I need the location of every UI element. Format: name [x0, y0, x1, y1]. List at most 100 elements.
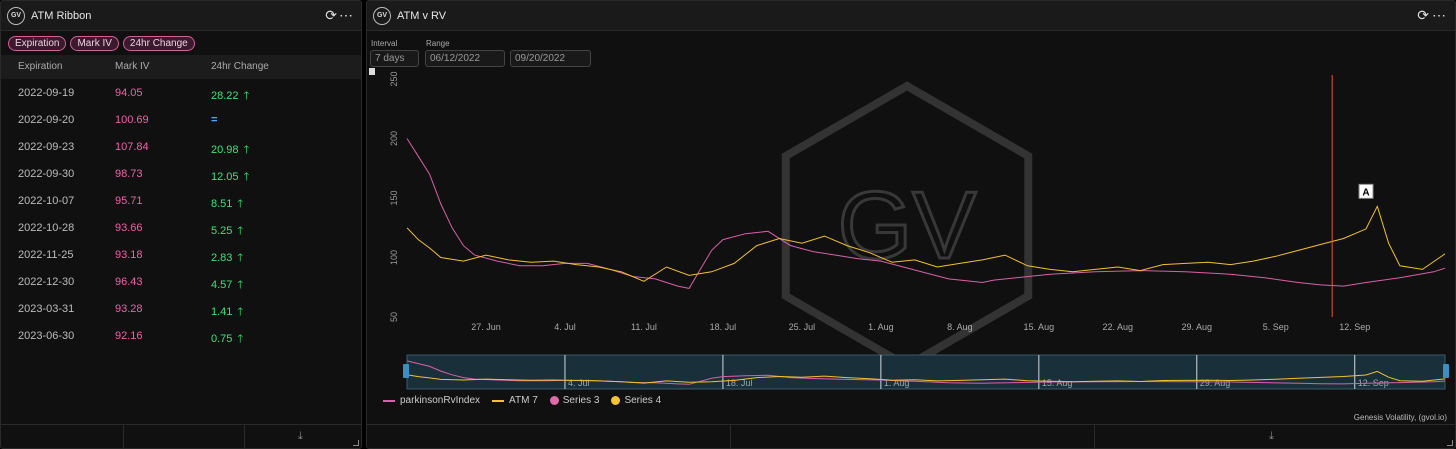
series-line[interactable] — [406, 204, 1446, 282]
table-row[interactable]: 2022-09-20 100.69 = — [1, 108, 361, 135]
table-row[interactable]: 2022-09-23 107.84 20.98 🡑 — [1, 135, 361, 162]
range-label: Range — [426, 39, 450, 48]
chip-expiration[interactable]: Expiration — [8, 36, 67, 51]
legend-line-marker — [383, 399, 395, 402]
table-row[interactable]: 2022-10-28 93.66 5.25 🡑 — [1, 216, 361, 243]
y-tick-label: 250 — [389, 71, 399, 86]
legend-line-marker — [492, 399, 505, 402]
more-icon[interactable]: ⋯ — [339, 7, 353, 23]
column-header-mark-iv[interactable]: Mark IV — [115, 61, 150, 72]
change-cell: = — [211, 114, 217, 126]
more-icon[interactable]: ⋯ — [1432, 7, 1446, 23]
table-row[interactable]: 2022-12-30 96.43 4.57 🡑 — [1, 270, 361, 297]
expiration-cell: 2022-09-23 — [18, 141, 75, 153]
change-value: 4.57 — [211, 279, 233, 291]
resize-handle-icon[interactable] — [1447, 440, 1453, 446]
watermark-text: GV — [838, 172, 977, 279]
table-row[interactable]: 2022-09-30 98.73 12.05 🡑 — [1, 162, 361, 189]
legend-label: ATM 7 — [509, 395, 538, 406]
change-cell: 5.25 🡑 — [211, 222, 243, 241]
navigator-handle-right[interactable] — [1443, 364, 1449, 378]
x-tick-label: 15. Aug — [1024, 322, 1055, 332]
chip-mark-iv[interactable]: Mark IV — [70, 36, 119, 51]
download-icon[interactable]: ⤓ — [298, 430, 303, 442]
x-tick-label: 5. Sep — [1263, 322, 1289, 332]
zoom-reset-icon[interactable] — [369, 68, 375, 75]
legend-item[interactable]: Series 3 — [549, 395, 599, 406]
y-tick-label: 50 — [389, 312, 399, 322]
expiration-cell: 2022-10-28 — [18, 222, 75, 234]
expiration-cell: 2022-09-30 — [18, 168, 75, 180]
y-tick-label: 100 — [389, 250, 399, 265]
refresh-icon[interactable]: ⟳ — [325, 7, 337, 23]
legend-item[interactable]: ATM 7 — [492, 395, 538, 406]
mark-iv-cell: 98.73 — [115, 168, 143, 180]
atm-v-rv-chart[interactable]: GV 50 100 150 200 250 27. Jun 4. Jul 11. Jul 18… — [367, 1, 1456, 391]
download-icon[interactable]: ⤓ — [1269, 430, 1274, 442]
change-value: 5.25 — [211, 225, 233, 237]
legend-item[interactable]: parkinsonRvIndex — [383, 395, 480, 406]
x-tick-label: 11. Jul — [631, 322, 657, 332]
refresh-icon[interactable]: ⟳ — [1417, 7, 1429, 23]
navigator-handle-left[interactable] — [403, 364, 409, 378]
arrow-up-icon: 🡑 — [237, 279, 244, 291]
change-cell: 28.22 🡑 — [211, 87, 249, 106]
change-cell: 12.05 🡑 — [211, 168, 249, 187]
panel-title: ATM Ribbon — [31, 10, 92, 22]
table-row[interactable]: 2022-10-07 95.71 8.51 🡑 — [1, 189, 361, 216]
legend-item[interactable]: Series 4 — [611, 395, 661, 406]
table-row[interactable]: 2022-11-25 93.18 2.83 🡑 — [1, 243, 361, 270]
x-tick-label: 22. Aug — [1103, 322, 1134, 332]
arrow-up-icon: 🡑 — [237, 252, 244, 264]
annotation-flag[interactable] — [1358, 183, 1374, 199]
table-header: Expiration Mark IV 24hr Change — [1, 55, 361, 79]
series-line[interactable] — [406, 138, 1446, 289]
x-tick-label: 27. Jun — [471, 322, 501, 332]
x-tick-label: 18. Jul — [710, 322, 737, 332]
annotation-label: A — [1362, 187, 1369, 198]
change-value: 12.05 — [211, 171, 239, 183]
panel-footer: ⤓ — [1, 424, 361, 448]
change-cell: 2.83 🡑 — [211, 249, 243, 268]
change-cell: 4.57 🡑 — [211, 276, 243, 295]
column-header-expiration[interactable]: Expiration — [18, 61, 63, 72]
y-tick-label: 200 — [389, 131, 399, 146]
change-value: 2.83 — [211, 252, 233, 264]
arrow-up-icon: 🡑 — [243, 144, 250, 156]
mark-iv-cell: 93.28 — [115, 303, 143, 315]
navigator-window[interactable] — [406, 354, 1446, 390]
x-tick-label: 25. Jul — [789, 322, 816, 332]
mark-iv-cell: 93.66 — [115, 222, 143, 234]
footer-divider — [244, 425, 245, 448]
panel-title: ATM v RV — [397, 10, 447, 22]
navigator-tick-label: 18. Jul — [726, 378, 753, 388]
table-row[interactable]: 2023-06-30 92.16 0.75 🡑 — [1, 324, 361, 351]
navigator-series-line — [406, 360, 1446, 385]
table-row[interactable]: 2022-09-19 94.05 28.22 🡑 — [1, 81, 361, 108]
column-header-24hr-change[interactable]: 24hr Change — [211, 61, 269, 72]
change-value: 28.22 — [211, 90, 239, 102]
mark-iv-cell: 94.05 — [115, 87, 143, 99]
expiration-cell: 2022-11-25 — [18, 249, 74, 261]
expiration-cell: 2023-03-31 — [18, 303, 75, 315]
table-row[interactable]: 2023-03-31 93.28 1.41 🡑 — [1, 297, 361, 324]
range-end-input[interactable]: 09/20/2022 — [510, 50, 591, 67]
interval-select[interactable]: 7 days — [370, 50, 419, 67]
footer-divider — [730, 425, 731, 448]
chart-legend: parkinsonRvIndex ATM 7 Series 3 Series 4 — [383, 395, 673, 406]
chip-24hr-change[interactable]: 24hr Change — [122, 36, 195, 51]
resize-handle-icon[interactable] — [353, 440, 359, 446]
column-chips: Expiration Mark IV 24hr Change — [8, 36, 195, 51]
legend-dot-marker — [549, 396, 559, 405]
range-start-input[interactable]: 06/12/2022 — [425, 50, 505, 67]
change-cell: 0.75 🡑 — [211, 330, 243, 349]
mark-iv-cell: 93.18 — [115, 249, 143, 261]
panel-header: GV ATM v RV ⟳ ⋯ — [367, 1, 1455, 31]
change-cell: 8.51 🡑 — [211, 195, 243, 214]
mark-iv-cell: 95.71 — [115, 195, 143, 207]
expiration-cell: 2022-12-30 — [18, 276, 75, 288]
change-cell: 20.98 🡑 — [211, 141, 249, 160]
change-value: 0.75 — [211, 333, 233, 345]
expiration-cell: 2023-06-30 — [18, 330, 75, 342]
arrow-up-icon: 🡑 — [243, 90, 250, 102]
